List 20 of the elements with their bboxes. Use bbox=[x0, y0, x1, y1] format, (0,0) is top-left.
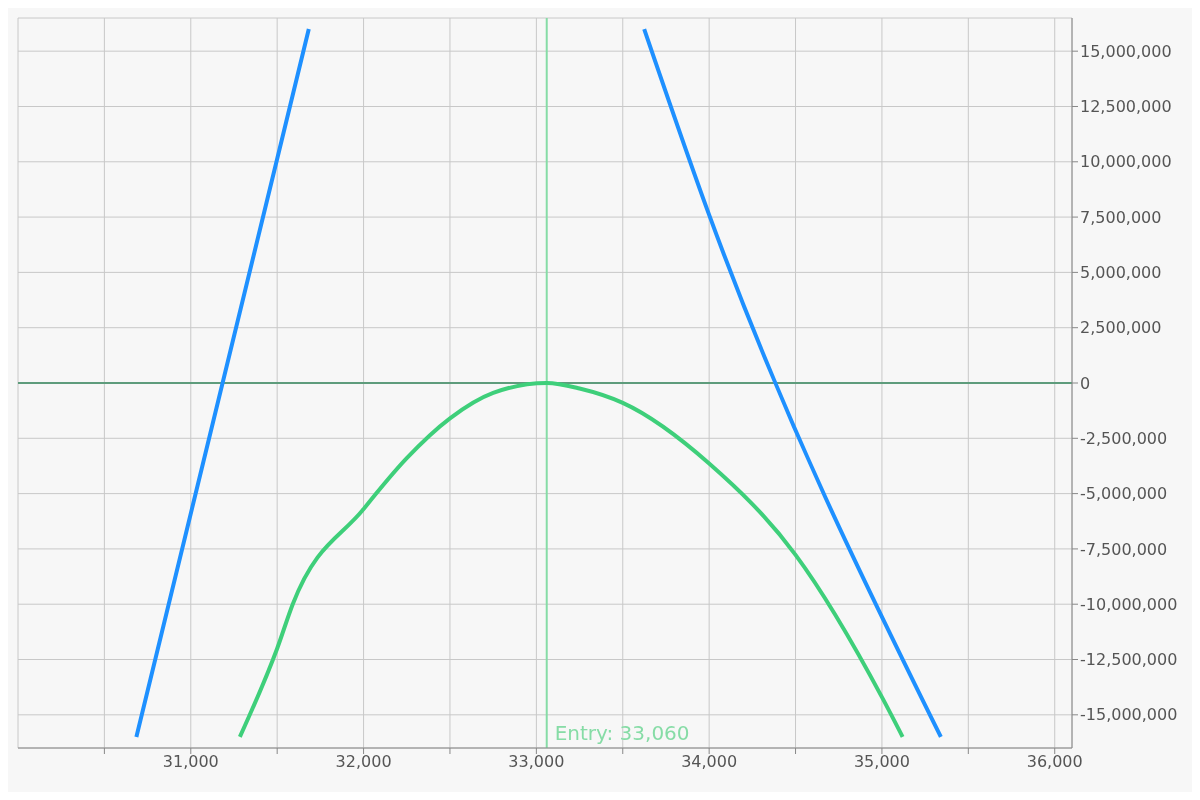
y-tick-label: 10,000,000 bbox=[1080, 152, 1172, 172]
y-tick-label: -10,000,000 bbox=[1080, 594, 1178, 614]
x-tick-label: 31,000 bbox=[162, 752, 219, 772]
x-tick-label: 33,000 bbox=[508, 752, 565, 772]
y-tick-label: -5,000,000 bbox=[1080, 484, 1168, 504]
y-tick-label: 2,500,000 bbox=[1080, 318, 1162, 338]
ref-line-label: Entry: 33,060 bbox=[554, 721, 690, 745]
y-tick-label: 0 bbox=[1080, 373, 1091, 393]
x-tick-label: 35,000 bbox=[853, 752, 910, 772]
y-tick-label: 15,000,000 bbox=[1080, 41, 1172, 61]
y-tick-label: 7,500,000 bbox=[1080, 207, 1162, 227]
y-tick-label: -15,000,000 bbox=[1080, 705, 1178, 725]
x-tick-label: 34,000 bbox=[681, 752, 738, 772]
y-tick-label: 12,500,000 bbox=[1080, 97, 1172, 117]
y-tick-label: -12,500,000 bbox=[1080, 650, 1178, 670]
y-tick-label: -7,500,000 bbox=[1080, 539, 1168, 559]
x-tick-label: 32,000 bbox=[335, 752, 392, 772]
x-tick-label: 36,000 bbox=[1026, 752, 1083, 772]
y-tick-label: 5,000,000 bbox=[1080, 263, 1162, 283]
y-tick-label: -2,500,000 bbox=[1080, 428, 1168, 448]
